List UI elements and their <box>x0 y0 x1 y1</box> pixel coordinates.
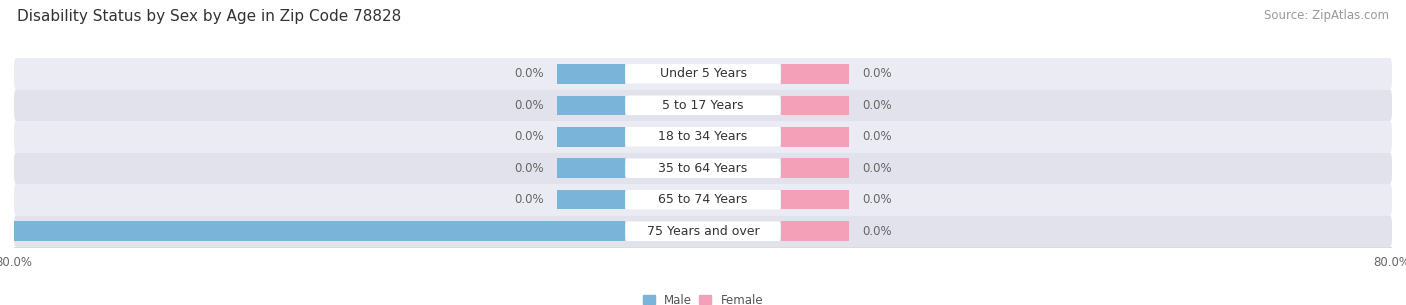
FancyBboxPatch shape <box>626 159 780 178</box>
Text: 0.0%: 0.0% <box>515 162 544 175</box>
Bar <box>780 127 849 146</box>
Text: 35 to 64 Years: 35 to 64 Years <box>658 162 748 175</box>
Text: 75 Years and over: 75 Years and over <box>647 225 759 238</box>
Bar <box>780 159 849 178</box>
FancyBboxPatch shape <box>14 121 1392 152</box>
Text: 0.0%: 0.0% <box>862 130 891 143</box>
FancyBboxPatch shape <box>14 58 1392 90</box>
Text: 0.0%: 0.0% <box>515 130 544 143</box>
Text: 0.0%: 0.0% <box>515 193 544 206</box>
Text: 0.0%: 0.0% <box>862 67 891 80</box>
FancyBboxPatch shape <box>626 127 780 146</box>
Bar <box>557 190 626 210</box>
Bar <box>557 127 626 146</box>
Bar <box>780 64 849 84</box>
Text: 0.0%: 0.0% <box>862 193 891 206</box>
FancyBboxPatch shape <box>14 215 1392 247</box>
Text: 0.0%: 0.0% <box>515 67 544 80</box>
FancyBboxPatch shape <box>626 190 780 210</box>
Text: 0.0%: 0.0% <box>862 162 891 175</box>
Text: 0.0%: 0.0% <box>862 225 891 238</box>
FancyBboxPatch shape <box>14 152 1392 184</box>
Bar <box>557 159 626 178</box>
Text: Disability Status by Sex by Age in Zip Code 78828: Disability Status by Sex by Age in Zip C… <box>17 9 401 24</box>
FancyBboxPatch shape <box>14 184 1392 215</box>
Bar <box>557 95 626 115</box>
Bar <box>557 64 626 84</box>
Text: 18 to 34 Years: 18 to 34 Years <box>658 130 748 143</box>
Text: 0.0%: 0.0% <box>862 99 891 112</box>
Text: 0.0%: 0.0% <box>515 99 544 112</box>
Text: Source: ZipAtlas.com: Source: ZipAtlas.com <box>1264 9 1389 22</box>
Text: 5 to 17 Years: 5 to 17 Years <box>662 99 744 112</box>
Text: Under 5 Years: Under 5 Years <box>659 67 747 80</box>
Bar <box>0 221 626 241</box>
Bar <box>780 190 849 210</box>
FancyBboxPatch shape <box>626 64 780 84</box>
Bar <box>780 95 849 115</box>
Text: 65 to 74 Years: 65 to 74 Years <box>658 193 748 206</box>
FancyBboxPatch shape <box>626 95 780 115</box>
FancyBboxPatch shape <box>626 221 780 241</box>
FancyBboxPatch shape <box>14 90 1392 121</box>
Bar <box>780 221 849 241</box>
Legend: Male, Female: Male, Female <box>643 294 763 305</box>
